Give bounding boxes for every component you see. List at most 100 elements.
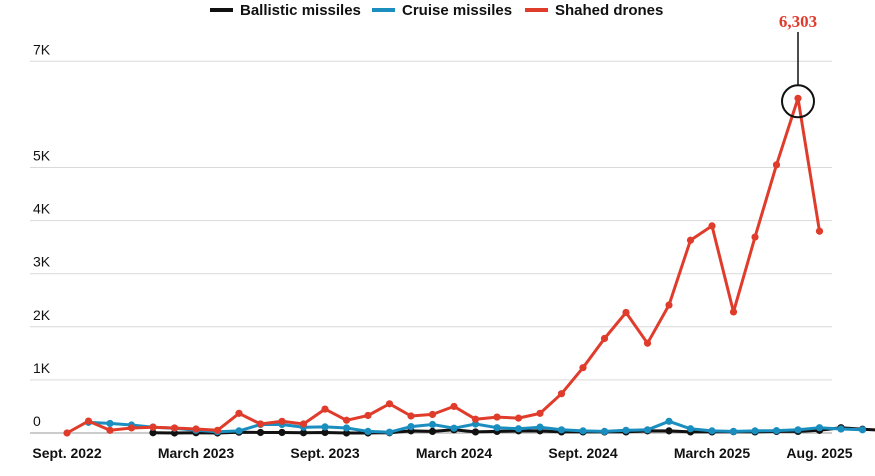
x-tick-label: Sept. 2024 bbox=[548, 445, 617, 461]
data-point bbox=[84, 417, 93, 425]
data-point bbox=[106, 426, 114, 434]
data-point bbox=[600, 334, 609, 343]
legend: Ballistic missiles Cruise missiles Shahed … bbox=[210, 2, 663, 19]
legend-swatch bbox=[525, 8, 548, 12]
data-point bbox=[708, 222, 716, 230]
legend-label: Ballistic missiles bbox=[240, 2, 361, 19]
data-point bbox=[493, 424, 501, 432]
data-point bbox=[514, 425, 523, 433]
data-point bbox=[213, 426, 222, 434]
data-point bbox=[364, 427, 372, 436]
data-point bbox=[385, 428, 394, 436]
y-tick-label: 5K bbox=[33, 148, 51, 164]
data-point bbox=[256, 428, 265, 437]
data-point bbox=[514, 414, 523, 422]
data-point bbox=[643, 339, 652, 347]
data-point bbox=[665, 427, 673, 435]
data-point bbox=[622, 308, 630, 317]
data-point bbox=[794, 426, 802, 434]
data-point bbox=[751, 233, 759, 241]
data-point bbox=[471, 415, 480, 423]
y-tick-label: 7K bbox=[33, 41, 51, 57]
data-point bbox=[450, 402, 458, 411]
y-tick-label: 1K bbox=[33, 360, 51, 376]
legend-item: Cruise missiles bbox=[372, 2, 512, 19]
legend-swatch bbox=[372, 8, 395, 12]
data-point bbox=[192, 425, 200, 433]
data-point bbox=[536, 409, 544, 417]
data-point bbox=[149, 423, 157, 431]
x-tick-label: March 2025 bbox=[674, 445, 750, 461]
x-axis-ticks: Sept. 2022 March 2023 Sept. 2023 March 2024… bbox=[32, 445, 852, 461]
data-point bbox=[342, 429, 351, 437]
series-group bbox=[63, 94, 875, 437]
data-point bbox=[815, 424, 824, 432]
data-point bbox=[321, 428, 329, 437]
data-point bbox=[385, 400, 394, 408]
data-point bbox=[428, 420, 437, 429]
x-tick-label: Aug. 2025 bbox=[786, 445, 852, 461]
data-point bbox=[837, 425, 845, 433]
data-point bbox=[815, 227, 824, 235]
x-tick-label: March 2023 bbox=[158, 445, 234, 461]
data-point bbox=[686, 236, 695, 244]
data-point bbox=[342, 416, 351, 424]
data-point bbox=[858, 426, 867, 434]
x-tick-label: Sept. 2022 bbox=[32, 445, 101, 461]
data-point bbox=[536, 423, 544, 431]
data-point bbox=[299, 420, 308, 428]
data-point bbox=[170, 424, 179, 432]
gridlines bbox=[30, 60, 832, 434]
data-point bbox=[63, 429, 71, 437]
data-point bbox=[407, 423, 415, 431]
data-point bbox=[428, 427, 437, 436]
data-point bbox=[256, 420, 265, 428]
data-point bbox=[557, 390, 566, 398]
data-point bbox=[751, 427, 759, 435]
data-point bbox=[278, 417, 286, 425]
data-point bbox=[579, 427, 587, 435]
data-point bbox=[794, 94, 802, 102]
data-point bbox=[278, 428, 286, 437]
data-point bbox=[149, 429, 157, 437]
data-point bbox=[729, 427, 738, 436]
data-point bbox=[428, 410, 437, 419]
data-point bbox=[127, 424, 136, 432]
y-tick-label: 0 bbox=[33, 413, 41, 429]
data-point bbox=[643, 426, 652, 434]
data-point bbox=[321, 423, 329, 431]
legend-label: Shahed drones bbox=[555, 2, 663, 19]
data-point bbox=[299, 429, 308, 437]
data-point bbox=[450, 424, 458, 432]
data-point bbox=[557, 426, 566, 434]
y-tick-label: 2K bbox=[33, 307, 51, 323]
legend-swatch bbox=[210, 8, 233, 12]
y-tick-label: 4K bbox=[33, 201, 51, 217]
x-tick-label: Sept. 2023 bbox=[290, 445, 359, 461]
legend-item: Ballistic missiles bbox=[210, 2, 361, 19]
data-point bbox=[493, 413, 501, 421]
data-point bbox=[729, 308, 738, 316]
data-point bbox=[772, 161, 781, 169]
data-point bbox=[342, 424, 351, 432]
x-tick-label: March 2024 bbox=[416, 445, 492, 461]
data-point bbox=[471, 428, 480, 436]
legend-item: Shahed drones bbox=[525, 2, 663, 19]
data-point bbox=[321, 405, 329, 413]
peak-label: 6,303 bbox=[779, 12, 817, 31]
data-point bbox=[600, 427, 609, 436]
data-point bbox=[407, 412, 415, 420]
series-line bbox=[66, 96, 821, 435]
data-point bbox=[622, 426, 630, 434]
y-tick-label: 3K bbox=[33, 254, 51, 270]
data-point bbox=[235, 427, 243, 435]
data-point bbox=[665, 417, 673, 425]
data-point bbox=[235, 409, 243, 417]
series-shahed-drones bbox=[63, 94, 824, 437]
data-point bbox=[665, 301, 673, 309]
legend-label: Cruise missiles bbox=[402, 2, 512, 19]
data-point bbox=[772, 427, 781, 435]
data-point bbox=[106, 419, 114, 428]
data-point bbox=[364, 411, 372, 420]
